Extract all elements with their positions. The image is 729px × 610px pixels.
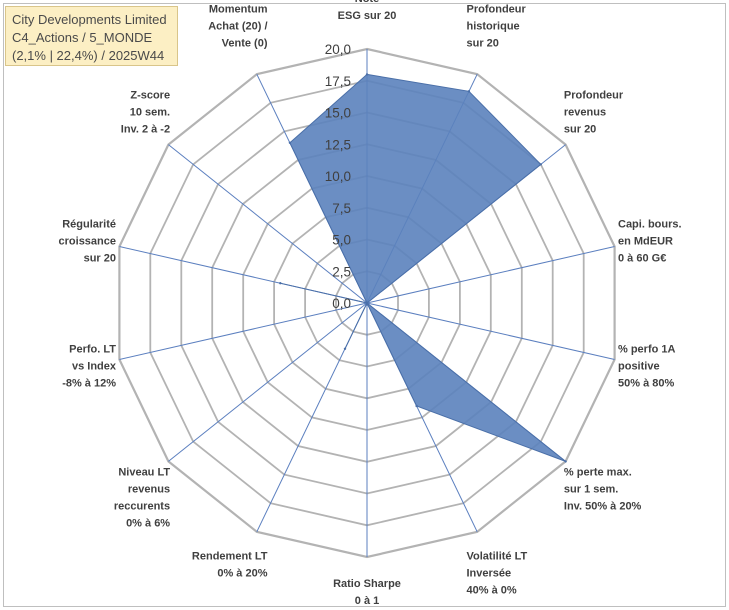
tick-label: 20,0 — [325, 42, 351, 57]
axis-label: Capi. bours. en MdEUR 0 à 60 G€ — [618, 219, 682, 265]
tick-label: 0,0 — [332, 296, 351, 311]
axis-label-line: Profondeur — [564, 89, 624, 101]
axis-label-line: 0 à 1 — [355, 595, 379, 607]
axis-label-line: ESG sur 20 — [338, 10, 397, 22]
data-point — [279, 282, 282, 285]
axis-label-line: Régularité — [62, 219, 116, 231]
axis-label: Profondeur historique sur 20 — [467, 4, 527, 50]
axis-label-line: croissance — [59, 236, 116, 248]
axis-label-line: 40% à 0% — [467, 584, 517, 596]
axis-label-line: revenus — [128, 484, 170, 496]
axis-label: Rendement LT 0% à 20% — [192, 550, 268, 579]
axis-label-line: 50% à 80% — [618, 377, 674, 389]
axis-label: Momentum Achat (20) / Vente (0) — [208, 4, 268, 50]
axis-label-line: sur 20 — [84, 253, 116, 265]
axis-label-line: sur 20 — [467, 38, 499, 50]
axis-label-line: 0 à 60 G€ — [618, 253, 666, 265]
tick-label: 15,0 — [325, 106, 351, 121]
axis-label-line: Capi. bours. — [618, 219, 682, 231]
axis-label-line: 0% à 6% — [126, 518, 170, 530]
axis-label-line: Momentum — [209, 4, 268, 16]
axis-label-line: en MdEUR — [618, 236, 673, 248]
axis-label-line: Profondeur — [467, 4, 527, 16]
axis-label-line: Perfo. LT — [69, 343, 116, 355]
tick-label: 5,0 — [332, 233, 351, 248]
axis-label-line: % perfo 1A — [618, 343, 676, 355]
axis-spoke — [168, 302, 368, 462]
axis-label-line: positive — [618, 360, 660, 372]
tick-label: 2,5 — [332, 264, 351, 279]
axis-label: Ratio Sharpe 0 à 1 — [333, 578, 401, 607]
data-point — [288, 141, 292, 144]
axis-label-line: revenus — [564, 106, 606, 118]
axis-label-line: reccurents — [114, 501, 170, 513]
axis-label-line: vs Index — [72, 360, 117, 372]
axis-label-line: sur 1 sem. — [564, 484, 618, 496]
tick-label: 10,0 — [325, 169, 351, 184]
data-point — [539, 163, 542, 166]
axis-label: Perfo. LT vs Index -8% à 12% — [62, 343, 117, 389]
axis-label-line: 0% à 20% — [217, 567, 267, 579]
title-category: C4_Actions / 5_MONDE — [12, 30, 153, 45]
title-stats: (2,1% | 22,4%) / 2025W44 — [12, 48, 165, 63]
axis-label-line: historique — [467, 21, 520, 33]
axis-label-line: Rendement LT — [192, 550, 268, 562]
data-point — [564, 460, 567, 463]
axis-label-line: Achat (20) / — [208, 21, 267, 33]
axis-label-line: % perte max. — [564, 467, 632, 479]
axis-label-line: Volatilité LT — [467, 550, 528, 562]
axis-label-line: Inv. 2 à -2 — [121, 123, 170, 135]
axis-label-line: Niveau LT — [118, 467, 170, 479]
axis-label: Note ESG sur 20 — [338, 0, 397, 22]
axis-label-line: 10 sem. — [130, 106, 170, 118]
axis-spoke — [168, 144, 368, 304]
axis-label: Profondeur revenus sur 20 — [564, 89, 624, 135]
axis-spoke — [366, 246, 615, 304]
axis-spoke — [119, 302, 368, 360]
axis-label: Niveau LT revenus reccurents 0% à 6% — [114, 467, 171, 530]
data-point — [467, 90, 471, 93]
tick-label: 7,5 — [332, 201, 351, 216]
data-point — [343, 347, 347, 350]
axis-label: Z-score 10 sem. Inv. 2 à -2 — [121, 89, 170, 135]
data-point — [415, 404, 418, 408]
axis-label-line: Inversée — [467, 567, 512, 579]
axis-label: % perte max. sur 1 sem. Inv. 50% à 20% — [564, 467, 642, 513]
axis-label-line: -8% à 12% — [62, 377, 116, 389]
axis-label-line: Z-score — [130, 89, 170, 101]
tick-label: 17,5 — [325, 74, 351, 89]
axis-label-line: sur 20 — [564, 123, 596, 135]
axis-spoke — [366, 302, 615, 360]
axis-label: % perfo 1A positive 50% à 80% — [618, 343, 676, 389]
axis-label: Volatilité LT Inversée 40% à 0% — [467, 550, 528, 596]
axis-label-line: Note — [355, 0, 379, 5]
title-company: City Developments Limited — [12, 12, 167, 27]
axis-label: Régularité croissance sur 20 — [59, 219, 116, 265]
axis-label-line: Vente (0) — [222, 38, 268, 50]
data-point — [365, 73, 369, 76]
axis-label-line: Ratio Sharpe — [333, 578, 401, 590]
title-box: City Developments Limited C4_Actions / 5… — [5, 6, 178, 66]
data-point — [365, 301, 369, 305]
axis-label-line: Inv. 50% à 20% — [564, 501, 642, 513]
tick-label: 12,5 — [325, 137, 351, 152]
